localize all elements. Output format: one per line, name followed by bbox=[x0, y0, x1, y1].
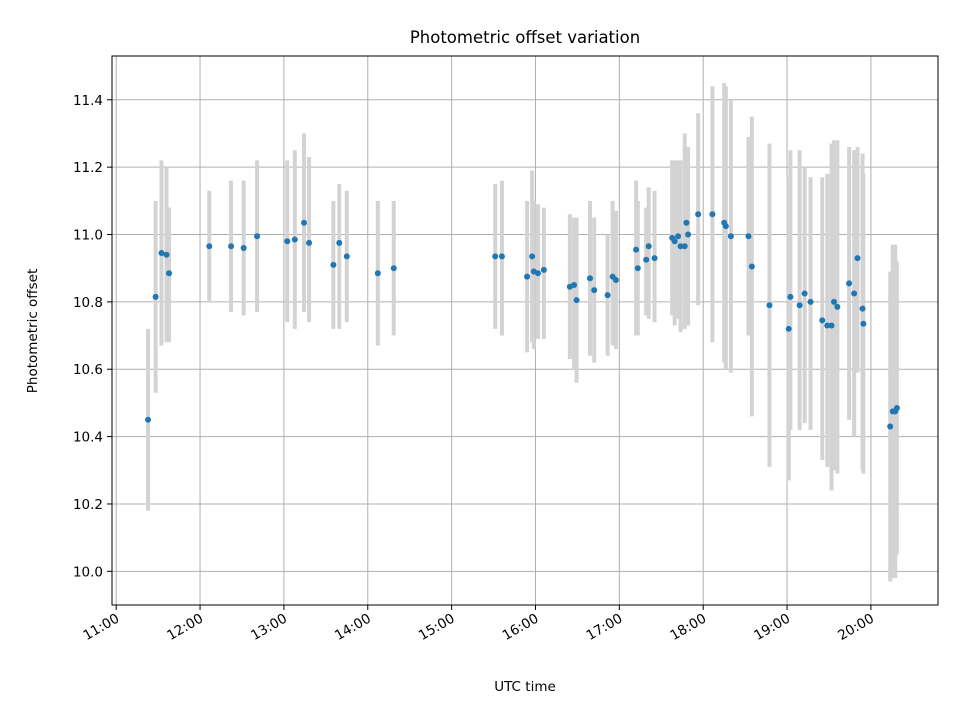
y-tick-label: 10.6 bbox=[73, 362, 103, 378]
data-point bbox=[831, 298, 838, 305]
data-point bbox=[158, 250, 165, 257]
data-point bbox=[586, 275, 593, 282]
y-tick-label: 10.8 bbox=[73, 295, 103, 311]
data-point bbox=[819, 317, 826, 324]
data-point bbox=[643, 256, 650, 263]
data-point bbox=[851, 290, 858, 297]
data-point bbox=[152, 293, 159, 300]
data-point bbox=[828, 322, 835, 329]
data-point bbox=[695, 211, 702, 218]
data-point bbox=[498, 253, 505, 260]
data-point bbox=[228, 243, 235, 250]
data-point bbox=[634, 265, 641, 272]
data-point bbox=[677, 243, 684, 250]
data-point bbox=[745, 233, 752, 240]
y-tick-label: 11.2 bbox=[73, 160, 103, 176]
data-point bbox=[748, 263, 755, 270]
data-points bbox=[145, 211, 900, 430]
data-point bbox=[343, 253, 350, 260]
y-axis: 10.0 10.2 10.4 10.6 10.8 11.0 11.2 11.4 bbox=[73, 93, 112, 580]
plot-frame bbox=[111, 55, 939, 606]
data-point bbox=[254, 233, 261, 240]
data-point bbox=[801, 290, 808, 297]
data-point bbox=[683, 219, 690, 226]
data-point bbox=[787, 293, 794, 300]
data-point bbox=[675, 233, 682, 240]
data-point bbox=[206, 243, 213, 250]
data-point bbox=[240, 244, 247, 251]
y-tick-label: 10.0 bbox=[73, 564, 103, 580]
y-tick-label: 11.4 bbox=[73, 93, 103, 109]
data-point bbox=[671, 238, 678, 245]
data-point bbox=[591, 287, 598, 294]
data-point bbox=[834, 303, 841, 310]
data-point bbox=[685, 231, 692, 238]
data-point bbox=[766, 302, 773, 309]
data-point bbox=[492, 253, 499, 260]
data-point bbox=[860, 320, 867, 327]
data-point bbox=[633, 246, 640, 253]
data-point bbox=[709, 211, 716, 218]
data-point bbox=[374, 270, 381, 277]
data-point bbox=[893, 404, 900, 411]
data-point bbox=[785, 325, 792, 332]
data-point bbox=[727, 233, 734, 240]
data-point bbox=[722, 223, 729, 230]
data-point bbox=[651, 255, 658, 262]
data-point bbox=[846, 280, 853, 287]
data-point bbox=[330, 261, 337, 268]
data-point bbox=[336, 239, 343, 246]
data-point bbox=[540, 266, 547, 273]
data-point bbox=[807, 298, 814, 305]
x-axis-label: UTC time bbox=[494, 679, 556, 695]
y-axis-label: Photometric offset bbox=[25, 269, 41, 393]
data-point bbox=[163, 251, 170, 258]
data-point bbox=[604, 292, 611, 299]
data-point bbox=[796, 302, 803, 309]
data-point bbox=[645, 243, 652, 250]
y-tick-label: 10.4 bbox=[73, 430, 103, 446]
data-point bbox=[612, 276, 619, 283]
data-point bbox=[854, 255, 861, 262]
data-point bbox=[859, 305, 866, 312]
data-point bbox=[524, 273, 531, 280]
data-point bbox=[166, 270, 173, 277]
data-point bbox=[284, 238, 291, 245]
data-point bbox=[291, 236, 298, 243]
data-point bbox=[681, 243, 688, 250]
data-point bbox=[301, 219, 308, 226]
y-tick-label: 10.2 bbox=[73, 497, 103, 513]
chart-title: Photometric offset variation bbox=[410, 28, 640, 47]
data-point bbox=[390, 265, 397, 272]
data-point bbox=[573, 297, 580, 304]
data-point bbox=[887, 423, 894, 430]
data-point bbox=[824, 322, 831, 329]
y-tick-label: 11.0 bbox=[73, 228, 103, 244]
data-point bbox=[529, 253, 536, 260]
data-point bbox=[534, 270, 541, 277]
data-point bbox=[145, 416, 152, 423]
data-point bbox=[571, 282, 578, 289]
data-point bbox=[306, 239, 313, 246]
